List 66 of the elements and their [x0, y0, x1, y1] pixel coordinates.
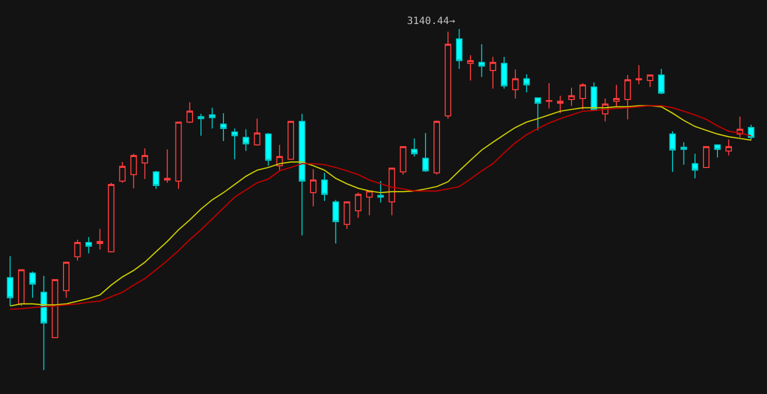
candlestick: [85, 236, 92, 254]
candlestick: [332, 199, 339, 244]
text: 3140.44→: [407, 16, 456, 27]
candlestick: [119, 161, 126, 184]
candlestick: [175, 122, 182, 190]
candlestick: [557, 95, 564, 114]
candlestick: [702, 146, 710, 168]
candlestick: [242, 128, 250, 152]
candlestick: [546, 82, 552, 109]
candlestick: [276, 144, 283, 171]
candlestick: [444, 31, 452, 120]
candlestick: [411, 138, 418, 158]
candlestick: [366, 190, 373, 216]
candlestick: [18, 269, 25, 306]
candlestick: [6, 256, 14, 306]
candlestick: [29, 270, 36, 298]
candlestick: [164, 148, 171, 184]
candlestick: [354, 192, 362, 218]
candlestick: [186, 102, 193, 124]
candlestick: [669, 130, 676, 172]
candlestick: [624, 74, 631, 120]
candlestick: [310, 168, 317, 207]
candlestick: [646, 74, 654, 88]
candlestick: [220, 112, 227, 142]
candlestick: [130, 153, 137, 189]
candlestick: [590, 82, 598, 110]
candlestick: [478, 44, 485, 78]
candlestick: [377, 180, 384, 204]
candlestick: [74, 239, 81, 262]
candlestick: [152, 170, 160, 190]
candlestick: [512, 69, 519, 100]
candlestick: [490, 56, 496, 90]
candlestick: [142, 148, 148, 180]
candlestick: [388, 168, 396, 216]
candlestick: [467, 54, 474, 81]
candlestick: [422, 132, 429, 172]
candlestick: [500, 56, 508, 90]
candlestick: [265, 132, 272, 166]
candlestick: [534, 97, 542, 131]
candlestick: [636, 64, 642, 85]
candlestick: [344, 201, 350, 230]
candlestick: [400, 146, 406, 176]
candlestick: [658, 68, 665, 95]
candlestick: [231, 128, 238, 160]
candlestick: [96, 228, 104, 250]
candlestick: [298, 113, 306, 236]
candlestick: [568, 87, 575, 106]
candlestick: [680, 142, 688, 166]
candlestick: [108, 182, 114, 253]
candlestick: [434, 120, 440, 176]
candlestick: [748, 124, 754, 141]
candlestick: [288, 120, 294, 160]
candlestick: [714, 144, 721, 158]
candlestick: [52, 279, 58, 338]
candlestick: [62, 261, 70, 298]
candlestick: [692, 153, 698, 179]
candlestick: [198, 113, 204, 136]
candlestick: [579, 82, 586, 110]
candlestick: [208, 107, 216, 130]
candlestick: [725, 138, 732, 156]
candlestick: [321, 172, 328, 202]
candlestick: [523, 74, 530, 93]
candlestick: [456, 28, 462, 70]
candlestick: [254, 118, 260, 146]
candlestick: [613, 84, 620, 108]
candlestick: [40, 275, 48, 371]
